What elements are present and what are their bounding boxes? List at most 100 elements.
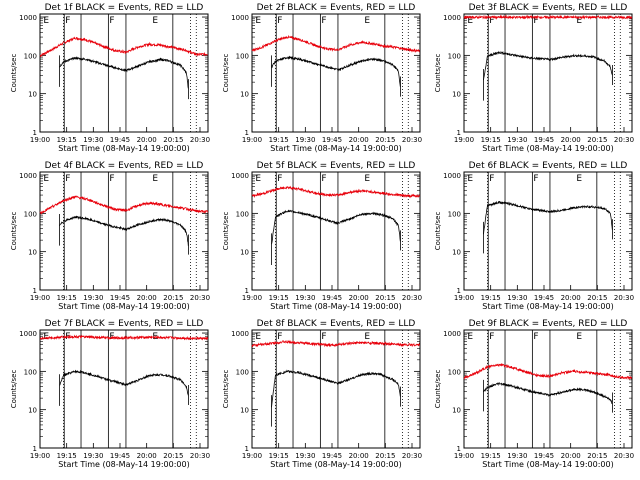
panel-det-8: Det 8f BLACK = Events, RED = LLD E F F E 1 10 1…: [222, 319, 422, 469]
region-marker: F: [65, 174, 70, 184]
plot-frame: [39, 13, 209, 133]
y-tick-label: 1000: [443, 330, 461, 338]
lld-series: [39, 36, 208, 58]
events-series: [59, 56, 189, 89]
region-marker: F: [277, 332, 282, 342]
y-tick-label: 1000: [19, 172, 37, 180]
x-axis-label: Start Time (08-May-14 19:00:00): [270, 302, 401, 311]
x-tick-label: 19:00: [454, 452, 474, 460]
region-marker: E: [364, 332, 370, 342]
x-tick-label: 19:30: [83, 294, 103, 302]
panel-title: Det 1f BLACK = Events, RED = LLD: [45, 3, 204, 13]
x-tick-label: 20:15: [587, 452, 607, 460]
lld-series: [251, 339, 420, 348]
panel-title: Det 8f BLACK = Events, RED = LLD: [257, 319, 416, 329]
y-tick-label: 1: [245, 129, 249, 137]
x-tick-label: 19:15: [269, 452, 289, 460]
x-axis-label: Start Time (08-May-14 19:00:00): [482, 460, 613, 469]
y-tick-label: 1000: [231, 172, 249, 180]
y-tick-label: 100: [24, 52, 37, 60]
panel-det-1: Det 1f BLACK = Events, RED = LLD E F F E 1 10 1…: [10, 3, 210, 153]
x-tick-label: 20:15: [163, 452, 183, 460]
panel-det-2: Det 2f BLACK = Events, RED = LLD E F F E 1 10 1…: [222, 3, 422, 153]
y-tick-label: 10: [240, 91, 249, 99]
x-tick-label: 20:15: [375, 452, 395, 460]
events-series: [271, 369, 401, 408]
x-tick-label: 19:45: [110, 452, 130, 460]
x-tick-label: 20:00: [561, 452, 581, 460]
events-series: [271, 55, 401, 87]
panel-title: Det 5f BLACK = Events, RED = LLD: [257, 161, 416, 171]
x-tick-label: 19:30: [507, 294, 527, 302]
x-axis-label: Start Time (08-May-14 19:00:00): [58, 144, 189, 153]
x-tick-label: 19:15: [269, 136, 289, 144]
y-axis-label: Counts/sec: [222, 212, 230, 251]
region-marker: F: [321, 174, 326, 184]
x-tick-label: 19:00: [242, 136, 262, 144]
x-tick-label: 20:30: [614, 294, 634, 302]
panel-title: Det 2f BLACK = Events, RED = LLD: [257, 3, 416, 13]
y-tick-label: 1: [33, 287, 37, 295]
y-tick-label: 100: [236, 368, 249, 376]
y-tick-label: 1: [457, 287, 461, 295]
region-marker: E: [152, 16, 158, 26]
region-marker: F: [533, 16, 538, 26]
y-axis-label: Counts/sec: [434, 212, 442, 251]
region-marker: F: [533, 332, 538, 342]
panel-det-6: Det 6f BLACK = Events, RED = LLD E F F E 1 10 1…: [434, 161, 634, 311]
x-tick-label: 20:15: [375, 294, 395, 302]
y-tick-label: 1: [245, 287, 249, 295]
x-axis-label: Start Time (08-May-14 19:00:00): [270, 460, 401, 469]
region-marker: E: [255, 174, 261, 184]
panel-title: Det 4f BLACK = Events, RED = LLD: [45, 161, 204, 171]
x-axis-label: Start Time (08-May-14 19:00:00): [482, 302, 613, 311]
y-axis-label: Counts/sec: [434, 370, 442, 409]
x-tick-label: 19:45: [322, 136, 342, 144]
lld-series: [463, 14, 633, 20]
plot-frame: [251, 171, 421, 291]
x-tick-label: 19:45: [534, 452, 554, 460]
x-tick-label: 19:30: [83, 136, 103, 144]
x-tick-label: 19:30: [295, 136, 315, 144]
events-series: [59, 369, 189, 396]
x-tick-label: 20:00: [349, 452, 369, 460]
x-tick-label: 19:00: [454, 294, 474, 302]
y-tick-label: 10: [240, 407, 249, 415]
y-tick-label: 10: [28, 249, 37, 257]
region-marker: F: [489, 16, 494, 26]
x-tick-label: 19:00: [30, 452, 50, 460]
y-tick-label: 10: [452, 407, 461, 415]
x-tick-label: 19:00: [242, 452, 262, 460]
region-marker: E: [576, 332, 582, 342]
x-tick-label: 20:00: [561, 136, 581, 144]
x-tick-label: 20:15: [375, 136, 395, 144]
y-tick-label: 100: [448, 210, 461, 218]
y-axis-label: Counts/sec: [434, 54, 442, 93]
y-tick-label: 10: [240, 249, 249, 257]
y-tick-label: 1000: [19, 330, 37, 338]
panel-det-3: Det 3f BLACK = Events, RED = LLD E F F E 1 10 1…: [434, 3, 634, 153]
y-tick-label: 1000: [231, 14, 249, 22]
x-tick-label: 20:30: [402, 452, 422, 460]
x-tick-label: 20:30: [402, 136, 422, 144]
region-marker: E: [467, 332, 473, 342]
x-tick-label: 19:00: [30, 294, 50, 302]
x-tick-label: 20:00: [349, 136, 369, 144]
plot-frame: [463, 329, 633, 449]
panel-det-9: Det 9f BLACK = Events, RED = LLD E F F E 1 10 1…: [434, 319, 634, 469]
y-tick-label: 10: [452, 91, 461, 99]
panel-title: Det 7f BLACK = Events, RED = LLD: [45, 319, 204, 329]
events-series: [483, 381, 613, 405]
plot-frame: [39, 329, 209, 449]
x-tick-label: 19:00: [30, 136, 50, 144]
lld-series: [39, 334, 209, 341]
region-marker: E: [255, 16, 261, 26]
x-tick-label: 19:15: [481, 294, 501, 302]
panel-det-4: Det 4f BLACK = Events, RED = LLD E F F E 1 10 1…: [10, 161, 210, 311]
x-tick-label: 19:30: [507, 136, 527, 144]
y-tick-label: 1: [457, 129, 461, 137]
y-tick-label: 1000: [443, 172, 461, 180]
y-axis-label: Counts/sec: [10, 370, 18, 409]
events-series: [483, 50, 613, 81]
